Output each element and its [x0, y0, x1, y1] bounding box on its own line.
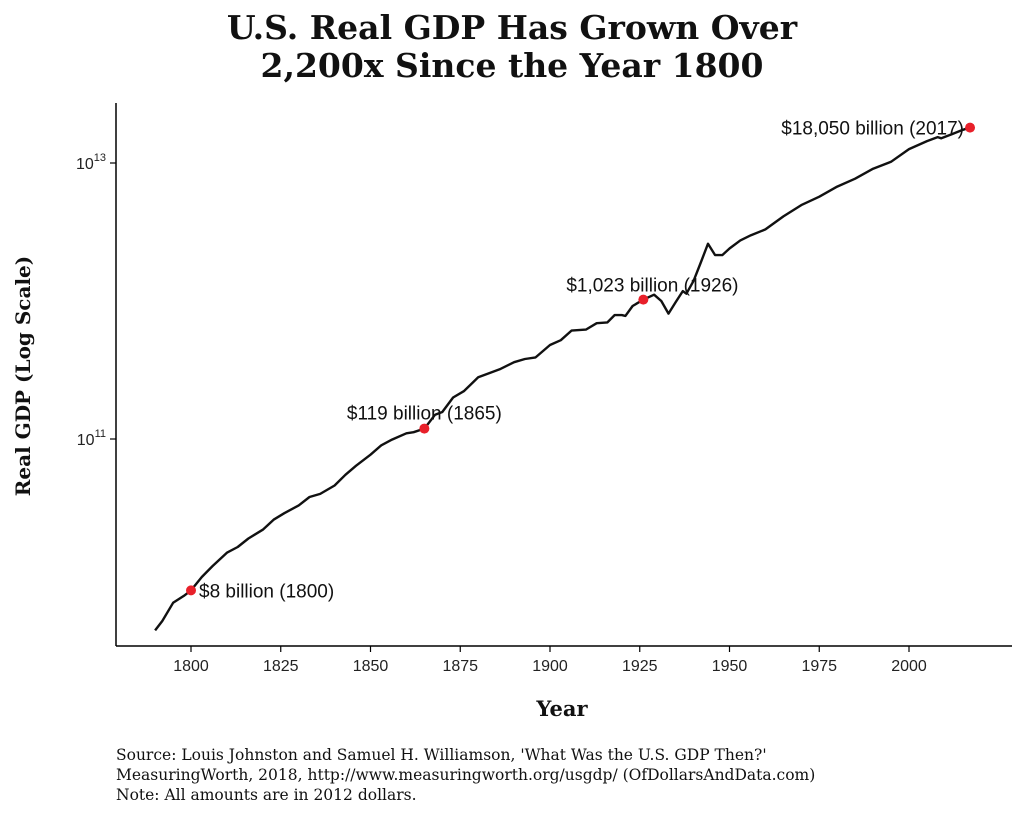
- y-axis-ticks: 1011 1013: [76, 152, 116, 449]
- x-tick-label: 1875: [442, 658, 478, 675]
- x-tick-label: 1850: [353, 658, 389, 675]
- highlight-label: $8 billion (1800): [199, 581, 334, 602]
- x-tick-label: 2000: [891, 658, 927, 675]
- x-axis-ticks: 1800 1825 1850 1875 1900 1925 1950 1975 2000: [173, 646, 927, 675]
- chart-title-line-2: 2,200x Since the Year 1800: [260, 46, 764, 85]
- y-tick-label: 1011: [77, 428, 106, 449]
- x-tick-label: 1900: [532, 658, 568, 675]
- y-axis-title: Real GDP (Log Scale): [11, 256, 35, 496]
- x-tick-label: 1800: [173, 658, 209, 675]
- highlight-label: $1,023 billion (1926): [566, 276, 738, 297]
- x-tick-label: 1925: [622, 658, 658, 675]
- highlight-point: [638, 294, 649, 305]
- highlight-label: $119 billion (1865): [347, 404, 502, 425]
- x-tick-label: 1825: [263, 658, 299, 675]
- source-note-line-2: MeasuringWorth, 2018, http://www.measuri…: [116, 766, 816, 784]
- highlight-points: $8 billion (1800) $119 billion (1865) $1,0…: [186, 119, 976, 602]
- series-line-real-gdp: [154, 126, 971, 632]
- x-tick-label: 1975: [801, 658, 837, 675]
- highlight-point: [186, 585, 196, 596]
- source-note-line-3: Note: All amounts are in 2012 dollars.: [116, 786, 417, 804]
- chart-title-line-1: U.S. Real GDP Has Grown Over: [226, 8, 798, 47]
- highlight-point: [419, 423, 430, 434]
- y-tick-label: 1013: [76, 152, 106, 173]
- highlight-label: $18,050 billion (2017): [781, 119, 964, 140]
- x-tick-label: 1950: [712, 658, 748, 675]
- x-axis-title: Year: [535, 696, 588, 721]
- source-note-line-1: Source: Louis Johnston and Samuel H. Wil…: [116, 746, 767, 764]
- highlight-point: [965, 122, 976, 133]
